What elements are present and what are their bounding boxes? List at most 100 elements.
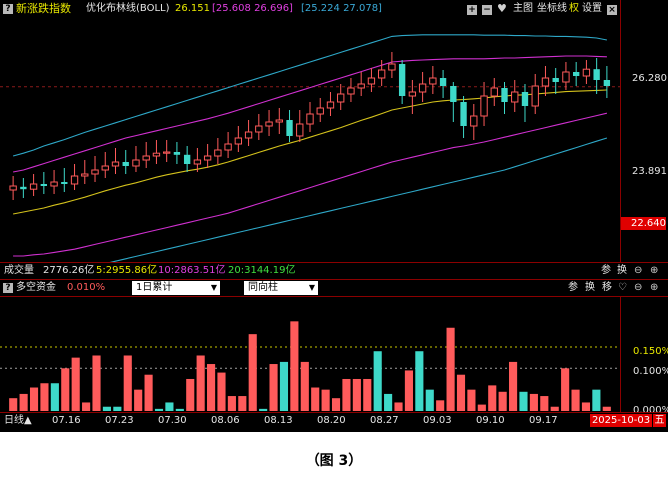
- fund-bar: [571, 389, 580, 411]
- candle-body: [193, 159, 202, 165]
- candle-body: [70, 175, 79, 185]
- weight-button[interactable]: 权: [569, 3, 579, 14]
- candle-body: [91, 169, 99, 175]
- date-tick: 08.27: [370, 415, 399, 426]
- volume-value: 2776.26亿: [43, 265, 95, 276]
- fund-bar: [40, 383, 49, 411]
- candle-body: [275, 119, 283, 123]
- settings-button[interactable]: 设置: [582, 3, 602, 14]
- heart-icon[interactable]: ♥: [497, 2, 507, 15]
- date-tick: 09.10: [476, 415, 505, 426]
- fund-zoom-in-icon[interactable]: ⊕: [650, 282, 659, 293]
- date-tick: 08.06: [211, 415, 240, 426]
- fund-bar: [352, 378, 361, 411]
- panel-divider: [0, 296, 668, 297]
- volume-switch-button[interactable]: 换: [617, 265, 627, 276]
- index-name: 新涨跌指数: [16, 2, 71, 15]
- fund-bar: [540, 396, 549, 411]
- current-price-badge: 22.640: [621, 217, 666, 230]
- candle-body: [316, 107, 324, 115]
- fund-bar: [477, 404, 486, 411]
- fund-bar: [61, 368, 70, 411]
- fund-bar: [581, 402, 591, 411]
- candle-body: [603, 80, 611, 86]
- candle-body: [347, 87, 355, 95]
- add-icon[interactable]: +: [467, 5, 477, 15]
- fund-bar: [561, 368, 570, 411]
- fund-bar: [394, 402, 403, 411]
- fund-bar: [207, 364, 216, 411]
- level-label-000: 0.000%: [633, 405, 668, 416]
- fund-bar: [363, 378, 372, 411]
- candle-body: [183, 154, 191, 164]
- panel-divider: [0, 262, 668, 263]
- fund-bar: [279, 361, 289, 411]
- candle-body: [377, 69, 386, 79]
- candle-body: [582, 68, 591, 77]
- period-label-text: 日线: [4, 415, 24, 426]
- level-label-100: 0.100%: [633, 366, 668, 377]
- candle-body: [326, 101, 335, 109]
- fund-bar: [123, 355, 132, 411]
- candle-body: [306, 113, 314, 125]
- main-chart-button[interactable]: 主图: [513, 3, 533, 14]
- price-label-upper: 26.280: [632, 73, 667, 84]
- candle-body: [296, 123, 304, 137]
- fund-bar: [331, 398, 341, 411]
- candle-body: [593, 69, 600, 80]
- chevron-down-icon: ▼: [210, 283, 217, 292]
- period-select[interactable]: 1日累计 ▼: [132, 281, 220, 295]
- candle-body: [152, 152, 161, 157]
- fund-bar: [154, 408, 164, 411]
- heart-outline-icon[interactable]: ♡: [618, 282, 627, 293]
- period-select-value: 1日累计: [136, 282, 173, 293]
- boll-mid-value: 26.151: [175, 3, 210, 14]
- level-label-150: 0.150%: [633, 346, 668, 357]
- fund-bar: [19, 393, 28, 411]
- fund-panel-menu-icon[interactable]: ?: [3, 283, 13, 293]
- fund-bar: [488, 385, 497, 411]
- fund-bar: [71, 357, 80, 411]
- fund-bar: [269, 364, 278, 411]
- fund-flow-chart: [0, 321, 620, 411]
- volume-zoom-in-icon[interactable]: ⊕: [650, 265, 659, 276]
- fund-switch-button[interactable]: 换: [585, 282, 595, 293]
- lower-inner-band: [13, 112, 608, 257]
- close-icon[interactable]: ×: [607, 5, 617, 15]
- volume-ma20: 20:3144.19亿: [228, 265, 296, 276]
- fund-bar: [456, 374, 466, 411]
- minus-icon[interactable]: −: [482, 5, 492, 15]
- fund-param-button[interactable]: 参: [568, 282, 578, 293]
- bar-mode-select[interactable]: 同向柱 ▼: [244, 281, 318, 295]
- fund-bar: [529, 393, 538, 411]
- fund-bar: [425, 389, 434, 411]
- fund-bar: [384, 393, 393, 411]
- panel-menu-icon[interactable]: ?: [3, 4, 13, 14]
- candle-body: [470, 115, 478, 127]
- fund-bar: [227, 396, 236, 411]
- candle-body: [234, 137, 243, 145]
- coordinate-line-button[interactable]: 坐标线: [537, 3, 567, 14]
- fund-bar: [290, 321, 299, 411]
- fund-bar: [436, 400, 445, 411]
- candle-body: [511, 91, 519, 103]
- fund-bar: [186, 378, 195, 411]
- volume-zoom-out-icon[interactable]: ⊖: [634, 265, 643, 276]
- candle-body: [265, 121, 273, 127]
- candle-body: [398, 64, 406, 96]
- candle-body: [163, 151, 171, 154]
- candle-body: [122, 162, 129, 166]
- candle-body: [111, 161, 120, 167]
- period-label[interactable]: 日线▲: [4, 415, 32, 427]
- fund-bar: [259, 408, 268, 411]
- upper-inner-band: [12, 55, 607, 173]
- volume-param-button[interactable]: 参: [601, 265, 611, 276]
- fund-bar: [102, 406, 111, 411]
- date-tick: 09.03: [423, 415, 452, 426]
- fund-move-button[interactable]: 移: [602, 282, 612, 293]
- volume-ma10: 10:2863.51亿: [158, 265, 226, 276]
- fund-zoom-out-icon[interactable]: ⊖: [634, 282, 643, 293]
- triangle-up-icon: ▲: [24, 415, 32, 426]
- fund-bar: [342, 378, 351, 411]
- candle-body: [501, 88, 508, 102]
